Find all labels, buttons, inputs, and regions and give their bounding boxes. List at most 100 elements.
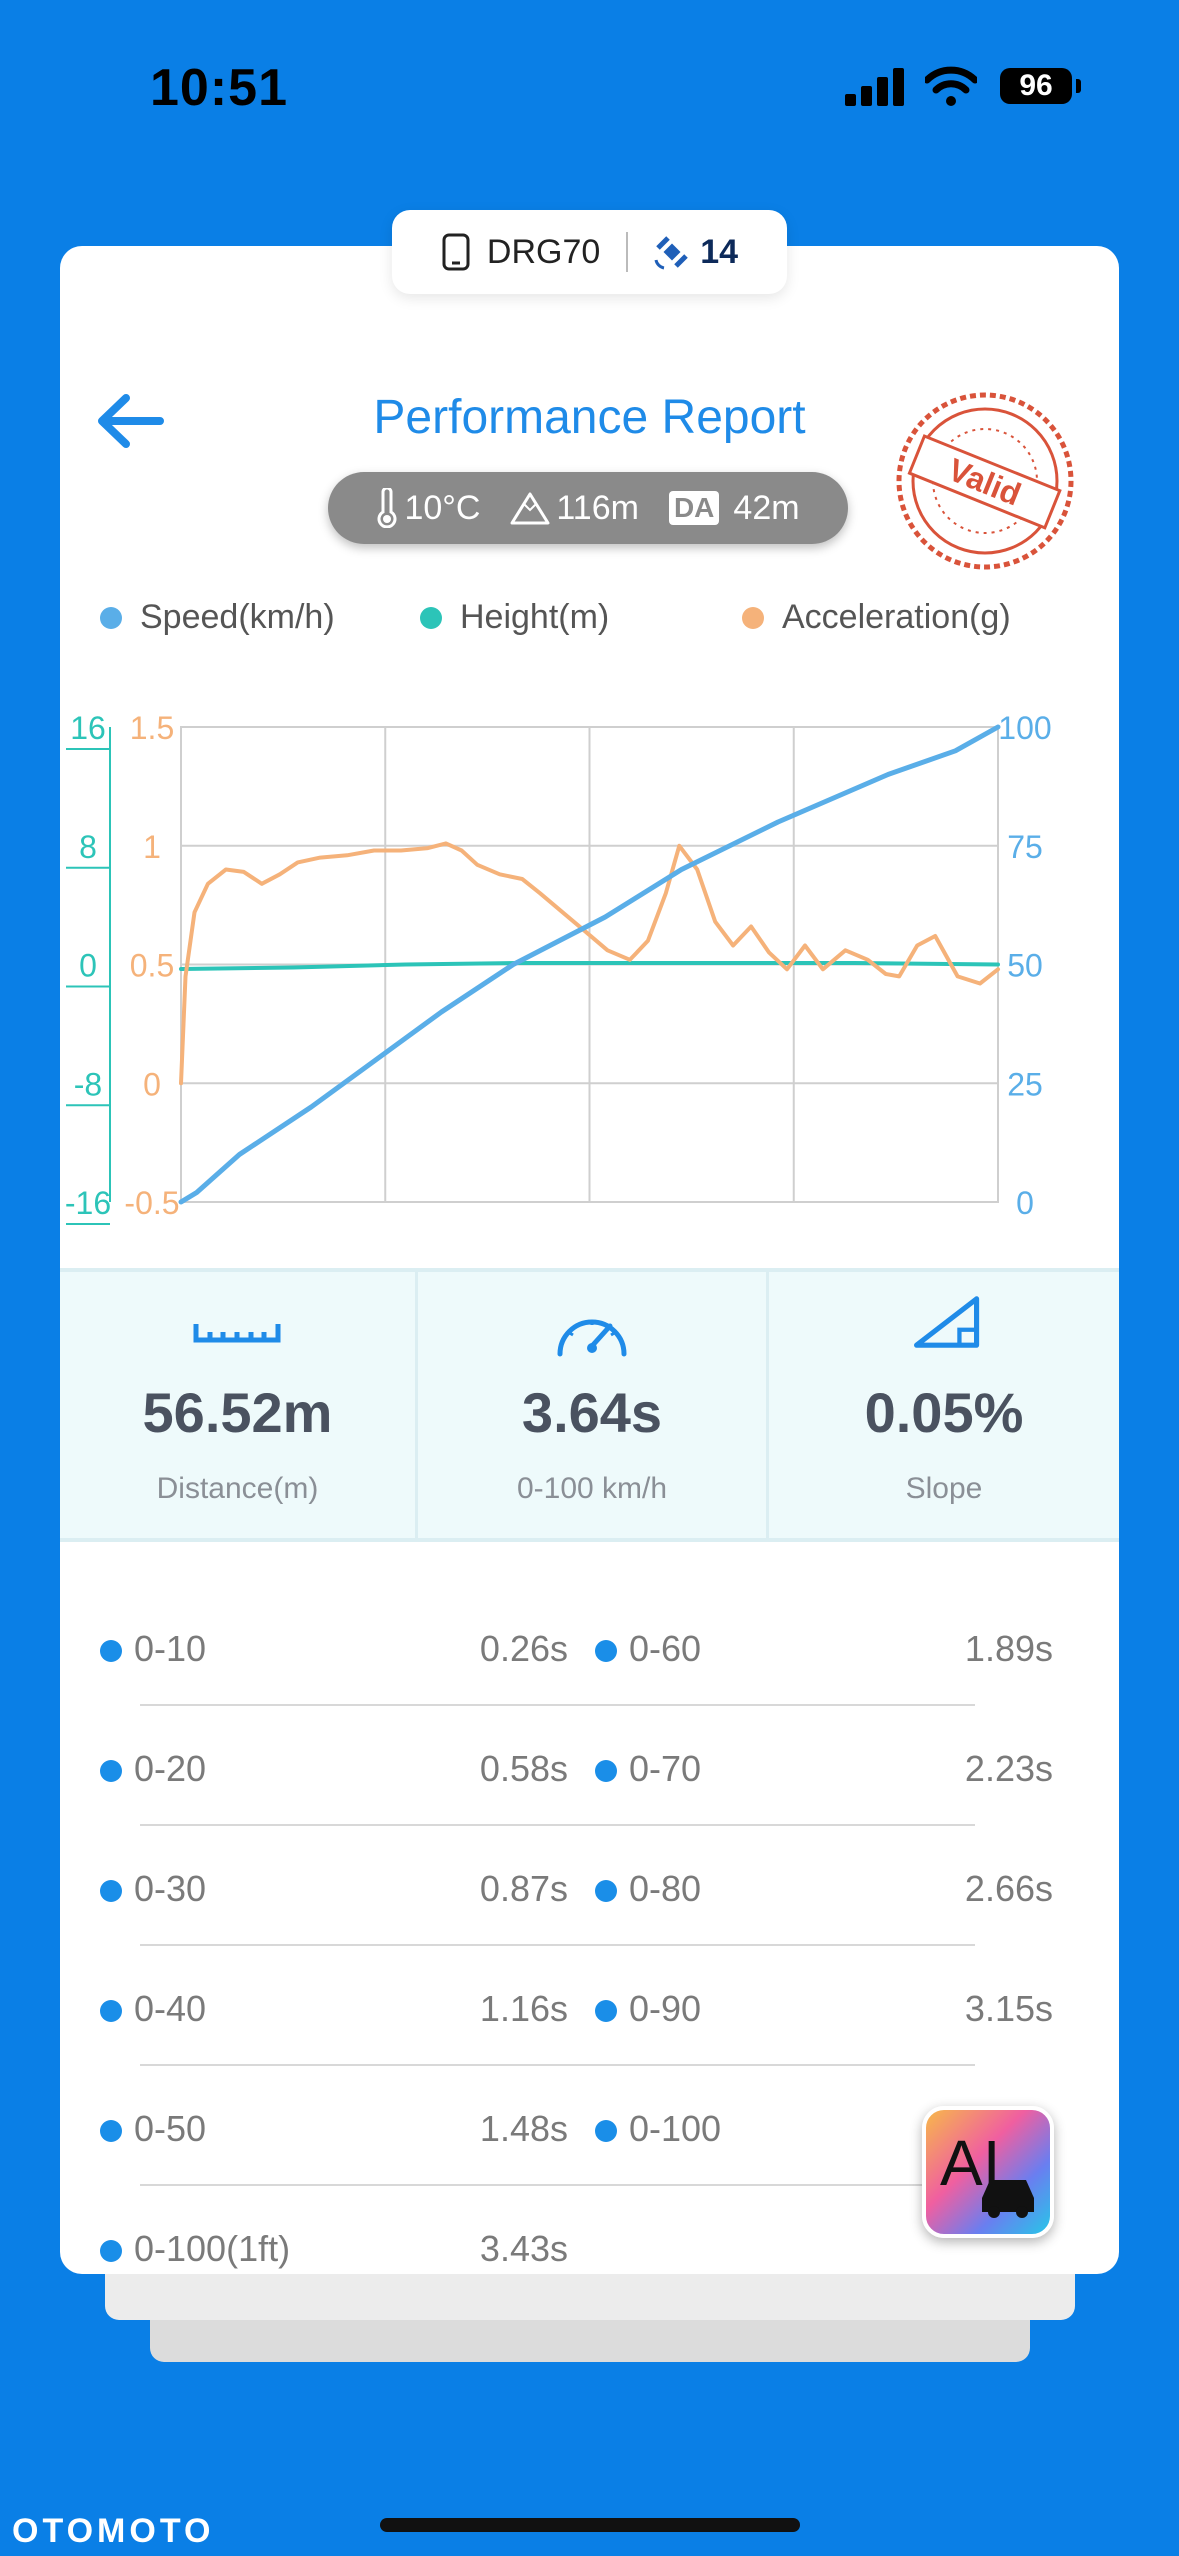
stat-distance-value: 56.52m <box>142 1381 333 1444</box>
car-icon <box>982 2180 1034 2218</box>
split-name: 0-70 <box>629 1748 702 1789</box>
split-name: 0-100(1ft) <box>134 2228 291 2269</box>
acceleration-tick-label: 0 <box>143 1066 161 1102</box>
legend-acceleration-dot <box>742 606 764 629</box>
pill-separator <box>626 232 629 272</box>
da-badge: DA <box>668 491 720 525</box>
speedometer-icon <box>557 1319 627 1357</box>
split-time: 3.43s <box>479 2228 568 2269</box>
speed-tick-label: 0 <box>1016 1185 1034 1221</box>
stat-slope-label: Slope <box>905 1472 983 1505</box>
acceleration-tick-label: 1 <box>143 829 161 865</box>
ai-assistant-button[interactable]: AI <box>922 2106 1054 2238</box>
split-name: 0-40 <box>134 1988 207 2029</box>
legend-speed[interactable]: Speed(km/h) <box>100 598 335 637</box>
altitude-value: 116m <box>556 488 639 527</box>
row-divider <box>140 2064 975 2066</box>
split-time: 0.87s <box>479 1868 568 1909</box>
split-name: 0-90 <box>629 1988 702 2029</box>
split-name: 0-60 <box>629 1628 702 1669</box>
temperature: 10°C <box>376 488 480 528</box>
split-dot <box>595 2120 617 2142</box>
performance-chart: 16 8 0 -8 -16 1.5 1 0.5 0 -0.5 100 75 50 25 0 <box>65 710 1052 1225</box>
back-arrow-icon[interactable] <box>90 386 170 456</box>
speed-tick-label: 75 <box>1007 829 1043 865</box>
series-line-acceleration <box>179 841 1000 1086</box>
speed-tick-label: 100 <box>998 710 1051 746</box>
split-dot <box>595 2000 617 2022</box>
split-time: 0.58s <box>479 1748 568 1789</box>
legend-height-dot <box>420 606 442 629</box>
stat-distance: 56.52m Distance(m) <box>60 1272 415 1538</box>
row-divider <box>140 2184 975 2186</box>
temperature-value: 10°C <box>404 488 481 527</box>
battery-indicator: 96 <box>1000 68 1081 104</box>
split-dot <box>595 1880 617 1902</box>
split-dot <box>100 2120 122 2142</box>
satellite-count: 14 <box>700 232 739 271</box>
legend-speed-dot <box>100 606 122 629</box>
height-tick-label: -8 <box>74 1066 102 1102</box>
density-altitude: DA 42m <box>668 488 800 528</box>
split-time: 0.26s <box>479 1628 568 1669</box>
row-divider <box>140 1944 975 1946</box>
split-time: 1.16s <box>479 1988 568 2029</box>
legend-acceleration-label: Acceleration(g) <box>782 598 1011 636</box>
height-tick-label: -16 <box>65 1185 111 1221</box>
device-pill[interactable]: DRG70 14 <box>392 210 787 294</box>
status-time: 10:51 <box>150 59 288 117</box>
device-name: DRG70 <box>486 232 601 271</box>
split-time: 2.66s <box>964 1868 1053 1909</box>
split-dot <box>100 1760 122 1782</box>
row-divider <box>140 1704 975 1706</box>
split-name: 0-100 <box>629 2108 722 2149</box>
phone-icon <box>442 233 470 271</box>
watermark-logo: OTOMOTO <box>12 2512 215 2550</box>
split-dot <box>595 1760 617 1782</box>
split-time: 1.89s <box>964 1628 1053 1669</box>
row-divider <box>140 1824 975 1826</box>
legend-acceleration[interactable]: Acceleration(g) <box>742 598 1011 637</box>
wifi-icon <box>925 66 977 106</box>
altitude: 116m <box>510 489 639 528</box>
valid-stamp: Valid <box>896 392 1074 570</box>
series-line-height <box>179 961 1000 971</box>
split-dot <box>100 1880 122 1902</box>
stat-slope-value: 0.05% <box>864 1381 1024 1444</box>
stats-divider <box>415 1272 418 1538</box>
split-name: 0-50 <box>134 2108 207 2149</box>
legend-speed-label: Speed(km/h) <box>140 598 335 636</box>
split-time: 1.48s <box>479 2108 568 2149</box>
stats-divider <box>766 1272 769 1538</box>
height-tick-label: 0 <box>79 948 97 984</box>
split-dot <box>595 1640 617 1662</box>
split-dot <box>100 2240 122 2262</box>
status-bar: 10:51 96 <box>0 0 1179 170</box>
legend-height[interactable]: Height(m) <box>420 598 609 637</box>
stat-acceleration-time-value: 3.64s <box>521 1381 663 1444</box>
cellular-signal-icon <box>845 68 904 106</box>
height-tick-label: 8 <box>79 829 97 865</box>
slope-icon <box>914 1296 980 1348</box>
speed-tick-label: 25 <box>1007 1066 1043 1102</box>
stat-acceleration-time: 3.64s 0-100 km/h <box>418 1272 766 1538</box>
home-indicator[interactable] <box>380 2518 800 2532</box>
ruler-icon <box>193 1324 281 1343</box>
acceleration-tick-label: 1.5 <box>130 710 174 746</box>
acceleration-tick-label: 0.5 <box>130 948 174 984</box>
mountain-icon <box>510 492 550 525</box>
split-dot <box>100 2000 122 2022</box>
stat-slope: 0.05% Slope <box>769 1272 1119 1538</box>
split-name: 0-80 <box>629 1868 702 1909</box>
satellite-icon <box>654 236 689 270</box>
legend-height-label: Height(m) <box>460 598 610 636</box>
split-time: 2.23s <box>964 1748 1053 1789</box>
stats-panel: 56.52m Distance(m) 3.64s 0-100 km/h 0.05… <box>60 1268 1119 1542</box>
split-name: 0-30 <box>134 1868 207 1909</box>
thermometer-icon <box>378 488 397 528</box>
split-time: 3.15s <box>964 1988 1053 2029</box>
stat-acceleration-time-label: 0-100 km/h <box>516 1472 668 1505</box>
acceleration-tick-label: -0.5 <box>124 1185 179 1221</box>
height-tick-label: 16 <box>70 710 106 746</box>
density-altitude-value: 42m <box>733 488 800 527</box>
